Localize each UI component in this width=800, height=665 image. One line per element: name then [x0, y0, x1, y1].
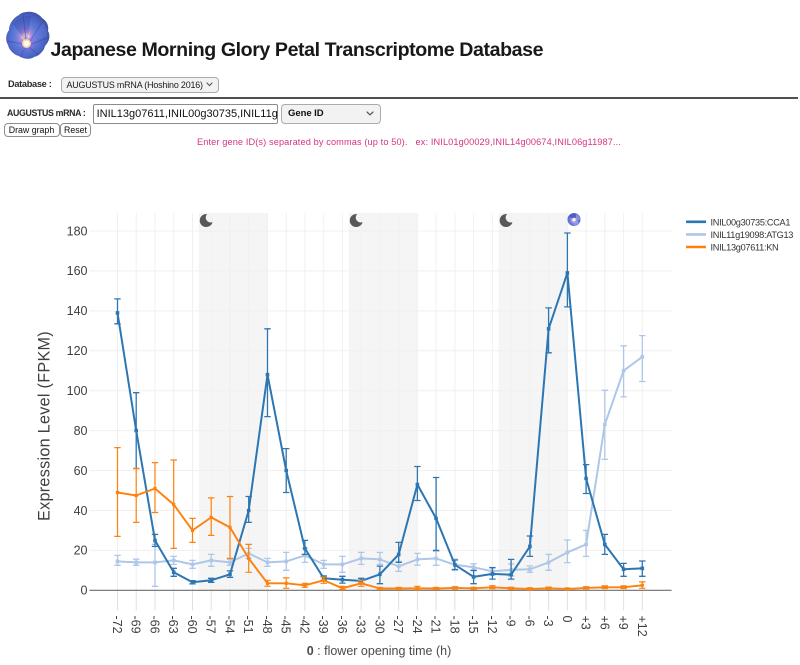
svg-text:-30: -30 [372, 616, 386, 634]
svg-text:+9: +9 [616, 616, 630, 630]
svg-text:-3: -3 [541, 616, 555, 627]
svg-text:INIL13g07611:KN: INIL13g07611:KN [711, 243, 779, 253]
svg-text:+12: +12 [635, 616, 649, 637]
svg-text:INIL00g30735:CCA1: INIL00g30735:CCA1 [711, 217, 791, 227]
svg-text:80: 80 [74, 424, 88, 438]
svg-text:160: 160 [67, 264, 88, 278]
svg-text:-24: -24 [410, 616, 424, 634]
svg-text:-42: -42 [297, 616, 311, 634]
svg-text:-60: -60 [185, 616, 199, 634]
svg-text:-63: -63 [166, 616, 180, 634]
svg-text:-6: -6 [522, 616, 536, 627]
svg-text:-54: -54 [223, 616, 237, 634]
svg-text:0 : flower opening time (h): 0 : flower opening time (h) [307, 644, 452, 658]
svg-text:-15: -15 [466, 616, 480, 634]
svg-text:-69: -69 [129, 616, 143, 634]
svg-text:100: 100 [67, 384, 88, 398]
svg-text:-36: -36 [335, 616, 349, 634]
svg-text:-48: -48 [260, 616, 274, 634]
svg-text:140: 140 [67, 304, 88, 318]
svg-text:+3: +3 [579, 616, 593, 630]
svg-text:180: 180 [67, 224, 88, 238]
svg-text:40: 40 [74, 504, 88, 518]
svg-text:0: 0 [81, 584, 88, 598]
svg-text:-66: -66 [148, 616, 162, 634]
svg-text:-57: -57 [204, 616, 218, 634]
svg-text:-39: -39 [316, 616, 330, 634]
svg-text:+6: +6 [597, 616, 611, 630]
svg-text:-27: -27 [391, 616, 405, 634]
svg-text:-21: -21 [429, 616, 443, 634]
svg-text:120: 120 [67, 344, 88, 358]
svg-text:-51: -51 [241, 616, 255, 634]
svg-text:20: 20 [74, 544, 88, 558]
svg-text:-12: -12 [485, 616, 499, 634]
svg-text:0: 0 [560, 616, 574, 623]
svg-text:INIL11g19098:ATG13: INIL11g19098:ATG13 [711, 230, 794, 240]
svg-text:-45: -45 [279, 616, 293, 634]
svg-text:Expression Level (FPKM): Expression Level (FPKM) [36, 331, 54, 521]
svg-text:-72: -72 [110, 616, 124, 634]
svg-text:-9: -9 [504, 616, 518, 627]
svg-text:-33: -33 [354, 616, 368, 634]
svg-text:-18: -18 [447, 616, 461, 634]
svg-text:60: 60 [74, 464, 88, 478]
